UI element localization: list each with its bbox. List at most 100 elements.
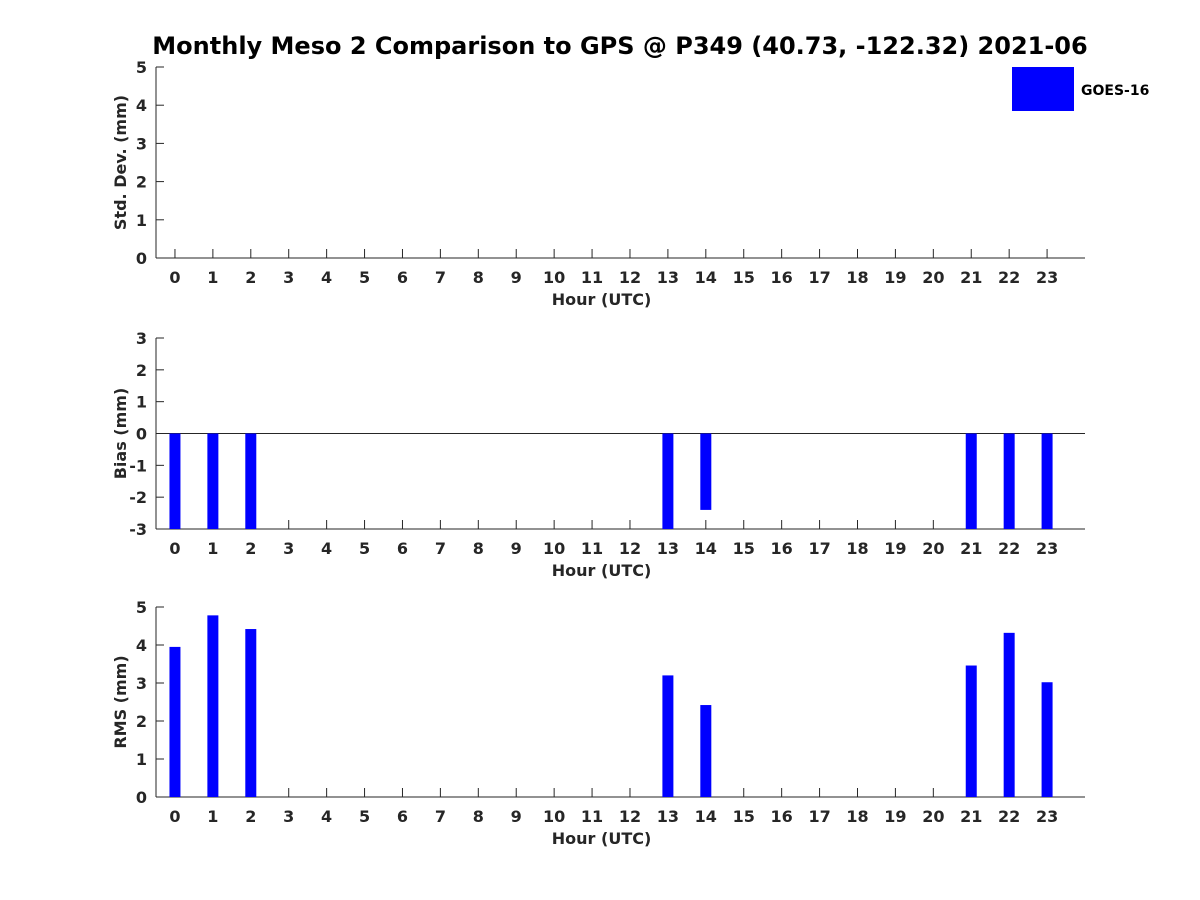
- x-tick-label: 19: [884, 268, 906, 287]
- legend-swatch: [1012, 67, 1074, 111]
- bar: [169, 646, 181, 797]
- x-tick-label: 3: [283, 539, 294, 558]
- x-tick-label: 16: [771, 539, 793, 558]
- x-tick-label: 14: [695, 539, 717, 558]
- x-tick-label: 18: [846, 539, 868, 558]
- y-tick-label: 2: [136, 712, 147, 731]
- x-tick-label: 12: [619, 268, 641, 287]
- x-tick-label: 8: [473, 268, 484, 287]
- legend: GOES-16: [1012, 67, 1149, 111]
- x-tick-label: 16: [771, 268, 793, 287]
- x-tick-label: 10: [543, 807, 565, 826]
- bar: [965, 665, 977, 797]
- bar: [245, 433, 257, 529]
- x-tick-label: 11: [581, 268, 603, 287]
- x-tick-label: 3: [283, 807, 294, 826]
- x-tick-label: 5: [359, 807, 370, 826]
- x-tick-label: 1: [207, 807, 218, 826]
- x-tick-label: 8: [473, 807, 484, 826]
- bar: [700, 433, 712, 510]
- x-tick-label: 0: [169, 539, 180, 558]
- x-tick-label: 20: [922, 268, 944, 287]
- x-tick-label: 6: [397, 807, 408, 826]
- x-tick-label: 9: [511, 807, 522, 826]
- bar: [965, 433, 977, 529]
- x-tick-label: 0: [169, 807, 180, 826]
- x-tick-label: 13: [657, 268, 679, 287]
- x-tick-label: 5: [359, 268, 370, 287]
- bar: [700, 705, 712, 797]
- x-tick-label: 9: [511, 268, 522, 287]
- y-tick-label: 2: [136, 173, 147, 192]
- bar: [1003, 632, 1015, 797]
- x-tick-label: 23: [1036, 539, 1058, 558]
- figure-title: Monthly Meso 2 Comparison to GPS @ P349 …: [152, 32, 1087, 60]
- x-tick-label: 19: [884, 539, 906, 558]
- y-tick-label: -1: [129, 456, 147, 475]
- x-tick-label: 4: [321, 807, 332, 826]
- x-axis-label: Hour (UTC): [552, 290, 652, 309]
- x-tick-label: 16: [771, 807, 793, 826]
- x-tick-label: 7: [435, 807, 446, 826]
- x-tick-label: 22: [998, 539, 1020, 558]
- x-tick-label: 11: [581, 807, 603, 826]
- x-tick-label: 12: [619, 807, 641, 826]
- x-tick-label: 18: [846, 268, 868, 287]
- y-tick-label: 2: [136, 361, 147, 380]
- x-tick-label: 15: [733, 807, 755, 826]
- y-axis-label: RMS (mm): [111, 655, 130, 748]
- x-tick-label: 10: [543, 539, 565, 558]
- y-tick-label: 3: [136, 329, 147, 348]
- x-tick-label: 21: [960, 807, 982, 826]
- x-tick-label: 2: [245, 539, 256, 558]
- x-axis-label: Hour (UTC): [552, 829, 652, 848]
- x-tick-label: 1: [207, 539, 218, 558]
- x-tick-label: 9: [511, 539, 522, 558]
- bar: [207, 615, 219, 797]
- legend-label: GOES-16: [1081, 83, 1149, 99]
- y-tick-label: 3: [136, 134, 147, 153]
- x-tick-label: 13: [657, 539, 679, 558]
- x-tick-label: 4: [321, 539, 332, 558]
- x-tick-label: 10: [543, 268, 565, 287]
- y-tick-label: 0: [136, 788, 147, 807]
- x-tick-label: 12: [619, 539, 641, 558]
- y-tick-label: 1: [136, 393, 147, 412]
- x-tick-label: 17: [808, 539, 830, 558]
- bar: [1041, 682, 1053, 797]
- bar: [662, 433, 674, 529]
- x-tick-label: 6: [397, 268, 408, 287]
- y-tick-label: -2: [129, 488, 147, 507]
- x-tick-label: 2: [245, 807, 256, 826]
- bar: [169, 433, 181, 529]
- y-tick-label: 0: [136, 425, 147, 444]
- x-tick-label: 8: [473, 539, 484, 558]
- x-tick-label: 17: [808, 268, 830, 287]
- y-tick-label: 1: [136, 211, 147, 230]
- x-tick-label: 21: [960, 539, 982, 558]
- x-tick-label: 15: [733, 268, 755, 287]
- x-tick-label: 19: [884, 807, 906, 826]
- x-tick-label: 11: [581, 539, 603, 558]
- x-axis-label: Hour (UTC): [552, 561, 652, 580]
- x-tick-label: 6: [397, 539, 408, 558]
- x-tick-label: 3: [283, 268, 294, 287]
- x-tick-label: 17: [808, 807, 830, 826]
- x-tick-label: 14: [695, 268, 717, 287]
- y-axis-label: Std. Dev. (mm): [111, 95, 130, 230]
- x-tick-label: 13: [657, 807, 679, 826]
- bar: [207, 433, 219, 529]
- y-tick-label: 1: [136, 750, 147, 769]
- x-tick-label: 20: [922, 539, 944, 558]
- bar: [1003, 433, 1015, 529]
- y-tick-label: 4: [136, 96, 147, 115]
- x-tick-label: 1: [207, 268, 218, 287]
- x-tick-label: 0: [169, 268, 180, 287]
- x-tick-label: 4: [321, 268, 332, 287]
- y-tick-label: 3: [136, 674, 147, 693]
- x-tick-label: 22: [998, 268, 1020, 287]
